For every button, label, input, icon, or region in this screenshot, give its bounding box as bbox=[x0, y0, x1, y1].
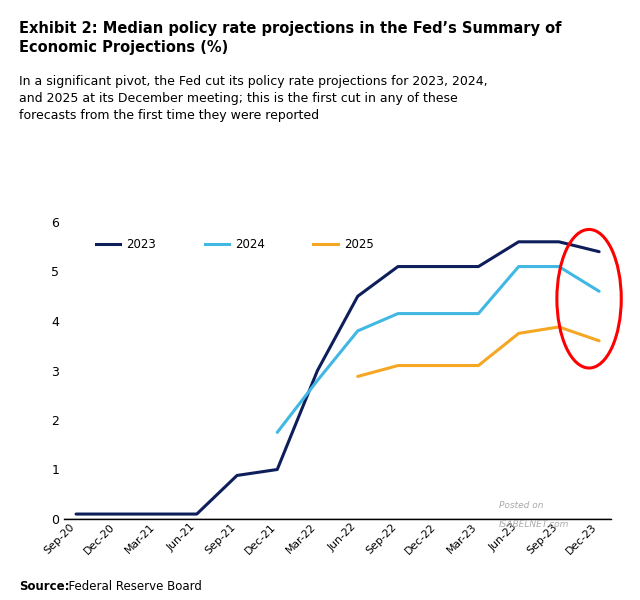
Text: Source:: Source: bbox=[19, 580, 70, 593]
Text: Federal Reserve Board: Federal Reserve Board bbox=[61, 580, 202, 593]
Text: 2023: 2023 bbox=[126, 238, 156, 251]
Text: 2024: 2024 bbox=[235, 238, 265, 251]
Text: Posted on: Posted on bbox=[499, 501, 543, 510]
Text: In a significant pivot, the Fed cut its policy rate projections for 2023, 2024,
: In a significant pivot, the Fed cut its … bbox=[19, 75, 488, 122]
Text: Exhibit 2: Median policy rate projections in the Fed’s Summary of
Economic Proje: Exhibit 2: Median policy rate projection… bbox=[19, 21, 562, 55]
Text: 2025: 2025 bbox=[344, 238, 373, 251]
Text: ISABELNET.com: ISABELNET.com bbox=[499, 520, 569, 529]
